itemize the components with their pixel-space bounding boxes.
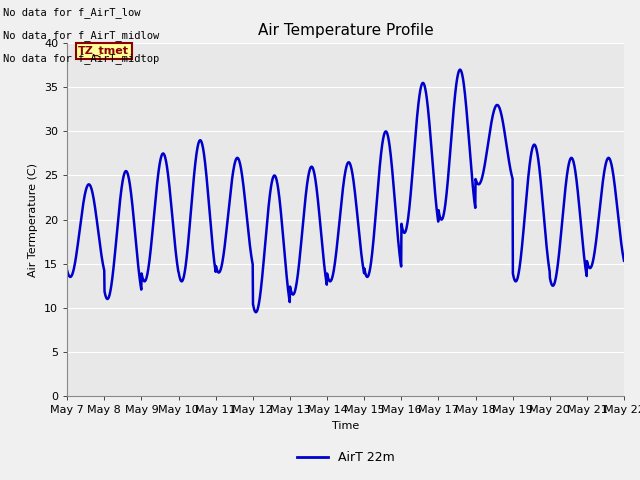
- Y-axis label: Air Termperature (C): Air Termperature (C): [29, 163, 38, 276]
- Text: No data for f_AirT_midlow: No data for f_AirT_midlow: [3, 30, 159, 41]
- Title: Air Temperature Profile: Air Temperature Profile: [258, 23, 433, 38]
- X-axis label: Time: Time: [332, 420, 359, 431]
- Legend: AirT 22m: AirT 22m: [292, 446, 399, 469]
- Text: No data for f_AirT_low: No data for f_AirT_low: [3, 7, 141, 18]
- Text: TZ_tmet: TZ_tmet: [78, 46, 129, 56]
- Text: No data for f_AirT_midtop: No data for f_AirT_midtop: [3, 53, 159, 64]
